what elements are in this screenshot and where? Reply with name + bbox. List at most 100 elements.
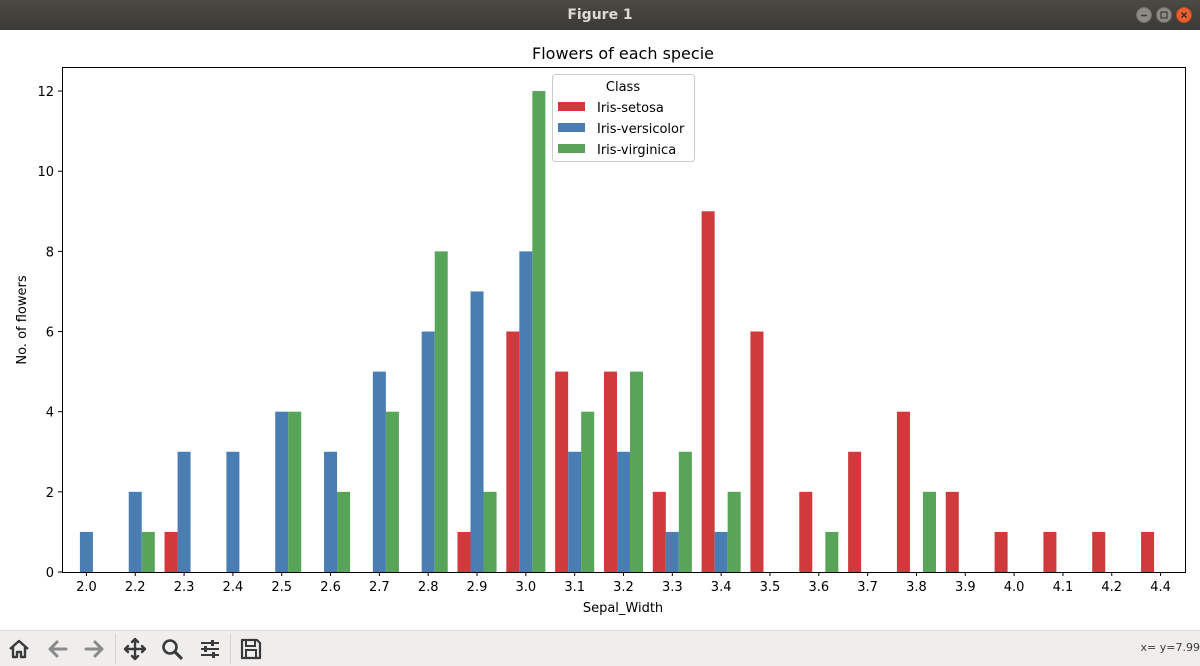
legend-box <box>552 74 695 162</box>
window-titlebar: Figure 1 <box>0 0 1200 30</box>
bar-setosa-4.1 <box>1043 531 1057 572</box>
x-tick-label: 4.1 <box>1053 580 1074 595</box>
bar-setosa-2.9 <box>457 531 471 572</box>
bar-versicolor-2.9 <box>470 291 484 572</box>
y-tick-label: 10 <box>37 165 54 180</box>
figure-canvas[interactable]: Flowers of each specie 2.0 2.2 2.3 2.4 2.5 2.… <box>0 30 1200 630</box>
close-button[interactable] <box>1176 7 1192 23</box>
bar-virginica-3.8 <box>922 491 936 572</box>
bar-versicolor-3.3 <box>665 531 679 572</box>
bar-versicolor-2.5 <box>275 411 289 572</box>
y-tick-label: 4 <box>46 406 54 421</box>
bar-setosa-3.5 <box>750 331 764 572</box>
bar-virginica-3.1 <box>581 411 595 572</box>
close-icon <box>1181 12 1187 18</box>
x-axis-ticks: 2.0 2.2 2.3 2.4 2.5 2.6 2.7 2.8 2.9 3.0 3.1 3.2 3.3 3… <box>76 572 1171 595</box>
configure-subplots-icon[interactable] <box>196 635 224 663</box>
x-tick-label: 4.2 <box>1101 580 1122 595</box>
legend-title: Class <box>606 80 640 95</box>
bar-versicolor-3.2 <box>616 451 631 572</box>
x-tick-label: 2.0 <box>76 580 97 595</box>
legend: Class Iris-setosa Iris-versicolor Iris-v… <box>552 74 695 162</box>
bar-setosa-3.2 <box>603 371 617 572</box>
x-tick-label: 2.8 <box>418 580 439 595</box>
x-tick-label: 3.3 <box>662 580 683 595</box>
bar-virginica-2.2 <box>141 531 155 572</box>
x-tick-label: 2.5 <box>271 580 292 595</box>
bar-setosa-4.0 <box>994 531 1008 572</box>
bar-versicolor-2.3 <box>177 451 191 572</box>
bar-virginica-3.2 <box>630 371 644 572</box>
x-tick-label: 3.1 <box>564 580 585 595</box>
y-tick-label: 2 <box>46 486 54 501</box>
y-axis-label: No. of flowers <box>15 275 30 364</box>
bar-setosa-3.1 <box>555 371 569 572</box>
x-tick-label: 2.4 <box>223 580 244 595</box>
bar-setosa-3.9 <box>945 491 959 572</box>
x-tick-label: 3.4 <box>711 580 732 595</box>
bar-virginica-3.0 <box>532 91 546 573</box>
bar-versicolor-3.0 <box>519 251 533 572</box>
bar-virginica-2.9 <box>483 491 497 572</box>
x-tick-label: 2.7 <box>369 580 390 595</box>
bar-setosa-3.7 <box>848 451 862 572</box>
zoom-icon[interactable] <box>158 635 186 663</box>
maximize-icon <box>1160 11 1168 19</box>
bar-versicolor-2.4 <box>226 451 240 572</box>
bar-chart: Flowers of each specie 2.0 2.2 2.3 2.4 2.5 2.… <box>15 44 1186 616</box>
bar-virginica-2.8 <box>434 251 448 572</box>
back-arrow-icon[interactable] <box>44 635 72 663</box>
x-tick-label: 3.7 <box>857 580 878 595</box>
forward-arrow-icon[interactable] <box>80 635 108 663</box>
cursor-coordinates: x= y=7.99 <box>1140 641 1200 654</box>
bar-setosa-3.3 <box>652 491 666 572</box>
minimize-icon <box>1141 14 1147 17</box>
bar-virginica-3.6 <box>825 531 839 572</box>
y-tick-label: 0 <box>46 566 54 581</box>
x-tick-label: 4.4 <box>1150 580 1171 595</box>
x-tick-label: 2.2 <box>125 580 146 595</box>
navigation-toolbar: x= y=7.99 <box>0 630 1200 666</box>
x-tick-label: 3.8 <box>906 580 927 595</box>
x-tick-label: 2.6 <box>320 580 341 595</box>
legend-swatch-setosa <box>558 102 585 111</box>
x-tick-label: 3.5 <box>760 580 781 595</box>
x-tick-label: 4.0 <box>1004 580 1025 595</box>
legend-label-virginica: Iris-virginica <box>597 143 676 158</box>
x-tick-label: 3.2 <box>613 580 634 595</box>
x-axis-label: Sepal_Width <box>583 601 663 616</box>
toolbar-separator <box>115 634 116 664</box>
bar-virginica-2.5 <box>288 411 302 572</box>
bar-virginica-2.6 <box>337 491 351 572</box>
home-icon[interactable] <box>5 635 33 663</box>
x-tick-label: 2.9 <box>467 580 488 595</box>
bar-versicolor-2.0 <box>79 531 93 572</box>
bar-virginica-2.7 <box>385 411 399 572</box>
y-tick-label: 8 <box>46 245 54 260</box>
save-icon[interactable] <box>237 635 265 663</box>
bars-group <box>79 91 1155 573</box>
toolbar-separator <box>230 634 231 664</box>
x-tick-label: 3.0 <box>516 580 537 595</box>
chart-title: Flowers of each specie <box>532 44 714 63</box>
window-title: Figure 1 <box>567 7 633 23</box>
pan-icon[interactable] <box>121 635 149 663</box>
bar-versicolor-2.7 <box>372 371 386 572</box>
bar-versicolor-2.6 <box>324 451 338 572</box>
legend-label-setosa: Iris-setosa <box>597 101 664 116</box>
legend-label-versicolor: Iris-versicolor <box>597 122 685 137</box>
x-tick-label: 2.3 <box>174 580 195 595</box>
bar-setosa-3.6 <box>799 491 813 572</box>
y-axis-ticks: 0 2 4 6 8 10 12 <box>37 85 62 581</box>
bar-setosa-3.0 <box>506 331 520 572</box>
bar-setosa-4.2 <box>1092 531 1106 572</box>
maximize-button[interactable] <box>1156 7 1172 23</box>
y-tick-label: 6 <box>46 326 54 341</box>
bar-versicolor-2.2 <box>128 491 142 572</box>
bar-versicolor-3.1 <box>568 451 582 572</box>
bar-virginica-3.4 <box>727 491 741 572</box>
bar-setosa-2.3 <box>164 531 178 572</box>
minimize-button[interactable] <box>1136 7 1152 23</box>
bar-versicolor-3.4 <box>714 531 728 572</box>
x-tick-label: 3.6 <box>808 580 829 595</box>
